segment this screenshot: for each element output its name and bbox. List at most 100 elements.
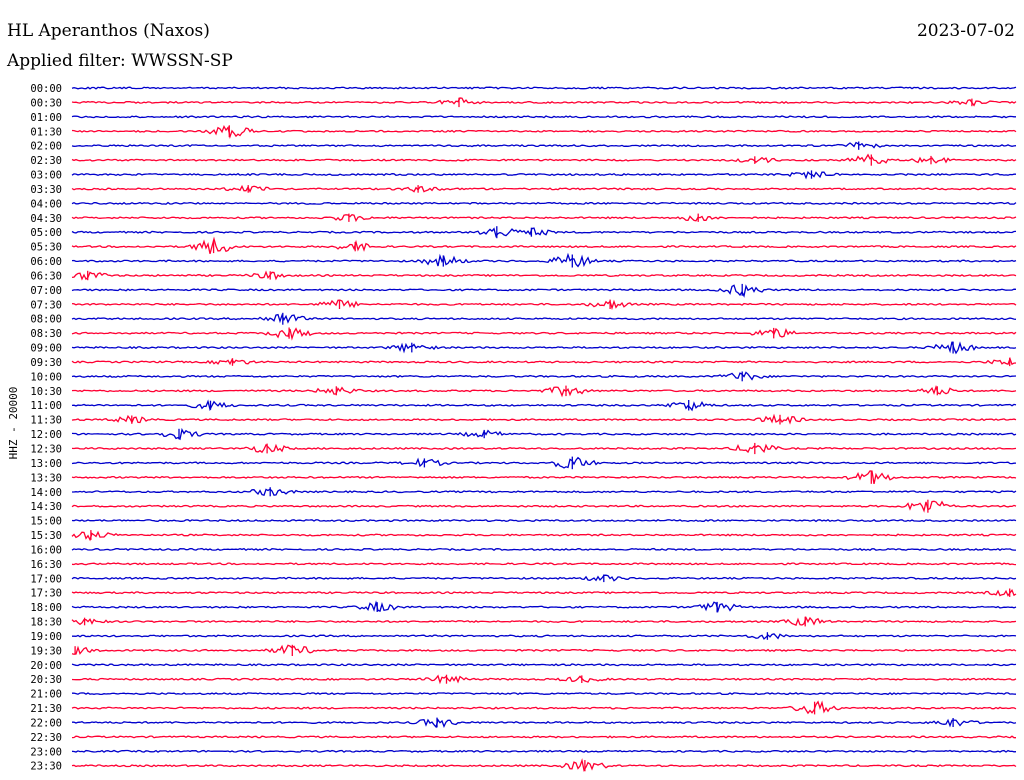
time-tick-label: 04:00 [30, 198, 62, 210]
station-title: HL Aperanthos (Naxos) [7, 21, 210, 41]
seismic-trace [71, 171, 1016, 180]
seismic-trace [71, 86, 1017, 90]
time-tick-label: 17:00 [30, 573, 62, 585]
time-tick-label: 00:30 [30, 97, 62, 109]
seismic-trace [71, 413, 1017, 425]
seismic-trace [71, 97, 1017, 107]
time-tick-label: 10:30 [30, 386, 62, 398]
date-label: 2023-07-02 [917, 21, 1015, 41]
time-tick-label: 12:00 [30, 429, 62, 441]
trace-rows: 00:00 00:30 01:00 01:30 02:00 02:30 03:00 03:30… [30, 83, 1017, 773]
seismic-trace [71, 124, 1017, 139]
time-tick-label: 23:00 [30, 746, 62, 758]
seismic-trace [71, 749, 1017, 753]
seismic-trace [71, 616, 1017, 626]
time-tick-label: 20:30 [30, 674, 62, 686]
seismic-trace [72, 633, 1017, 640]
time-tick-label: 07:30 [30, 299, 62, 311]
time-tick-label: 11:30 [30, 415, 62, 427]
seismic-trace [71, 456, 1017, 469]
seismic-trace [71, 735, 1016, 739]
seismic-trace [71, 252, 1017, 268]
time-tick-label: 05:00 [30, 227, 62, 239]
time-tick-label: 23:30 [30, 761, 62, 773]
time-tick-label: 08:00 [30, 314, 62, 326]
seismic-trace [71, 313, 1017, 324]
time-tick-label: 00:00 [30, 83, 62, 95]
seismic-trace [72, 718, 1017, 729]
time-tick-label: 18:30 [30, 617, 62, 629]
time-tick-label: 14:30 [30, 501, 62, 513]
seismic-trace [71, 341, 1017, 355]
seismic-trace [71, 115, 1016, 119]
seismic-trace [71, 327, 1017, 341]
time-tick-label: 19:00 [30, 631, 62, 643]
time-tick-label: 05:30 [30, 242, 62, 254]
time-tick-label: 01:30 [30, 126, 62, 138]
time-tick-label: 13:00 [30, 458, 62, 470]
seismic-trace [71, 589, 1017, 597]
seismic-trace [71, 184, 1017, 193]
time-tick-label: 01:00 [30, 112, 62, 124]
seismic-trace [71, 700, 1017, 715]
seismic-trace [71, 201, 1017, 205]
time-tick-label: 16:30 [30, 559, 62, 571]
time-tick-label: 04:30 [30, 213, 62, 225]
time-tick-label: 19:30 [30, 645, 62, 657]
time-tick-label: 21:00 [30, 689, 62, 701]
seismic-trace [71, 663, 1017, 667]
seismic-trace [71, 227, 1017, 238]
seismic-trace [71, 600, 1017, 614]
time-tick-label: 11:00 [30, 400, 62, 412]
seismic-trace [71, 443, 1017, 454]
time-tick-label: 03:30 [30, 184, 62, 196]
seismic-trace [71, 470, 1017, 485]
time-tick-label: 17:30 [30, 588, 62, 600]
time-tick-label: 02:00 [30, 141, 62, 153]
time-tick-label: 12:30 [30, 444, 62, 456]
seismic-trace [71, 284, 1017, 298]
seismic-trace [71, 141, 1017, 149]
time-tick-label: 09:00 [30, 343, 62, 355]
seismic-trace [72, 488, 1017, 497]
time-tick-label: 22:00 [30, 717, 62, 729]
seismic-trace [71, 500, 1017, 513]
y-axis-label: HHZ - 20000 [7, 387, 20, 460]
seismic-trace [71, 270, 1017, 281]
time-tick-label: 02:30 [30, 155, 62, 167]
seismic-trace [71, 213, 1017, 223]
time-tick-label: 20:00 [30, 660, 62, 672]
seismic-trace [71, 371, 1017, 381]
seismic-trace [71, 153, 1017, 164]
seismic-trace [71, 356, 1017, 366]
seismic-trace [71, 530, 1017, 542]
time-tick-label: 15:00 [30, 516, 62, 528]
time-tick-label: 16:00 [30, 544, 62, 556]
seismic-trace [71, 385, 1017, 398]
seismic-trace [71, 299, 1017, 311]
seismic-trace [71, 427, 1017, 441]
seismic-trace [71, 674, 1017, 685]
time-tick-label: 13:30 [30, 472, 62, 484]
time-tick-label: 07:00 [30, 285, 62, 297]
time-tick-label: 06:00 [30, 256, 62, 268]
time-tick-label: 14:00 [30, 487, 62, 499]
time-tick-label: 18:00 [30, 602, 62, 614]
time-tick-label: 22:30 [30, 732, 62, 744]
seismic-trace [71, 562, 1017, 566]
filter-label: Applied filter: WWSSN-SP [6, 51, 233, 71]
seismic-trace [71, 692, 1017, 696]
seismic-trace [71, 519, 1017, 523]
time-tick-label: 21:30 [30, 703, 62, 715]
seismic-trace [71, 574, 1017, 582]
time-tick-label: 10:00 [30, 371, 62, 383]
time-tick-label: 09:30 [30, 357, 62, 369]
time-tick-label: 15:30 [30, 530, 62, 542]
time-tick-label: 06:30 [30, 270, 62, 282]
seismic-trace [71, 644, 1017, 655]
seismic-trace [71, 758, 1017, 772]
seismic-trace [71, 547, 1016, 551]
seismic-trace [71, 236, 1017, 254]
time-tick-label: 08:30 [30, 328, 62, 340]
